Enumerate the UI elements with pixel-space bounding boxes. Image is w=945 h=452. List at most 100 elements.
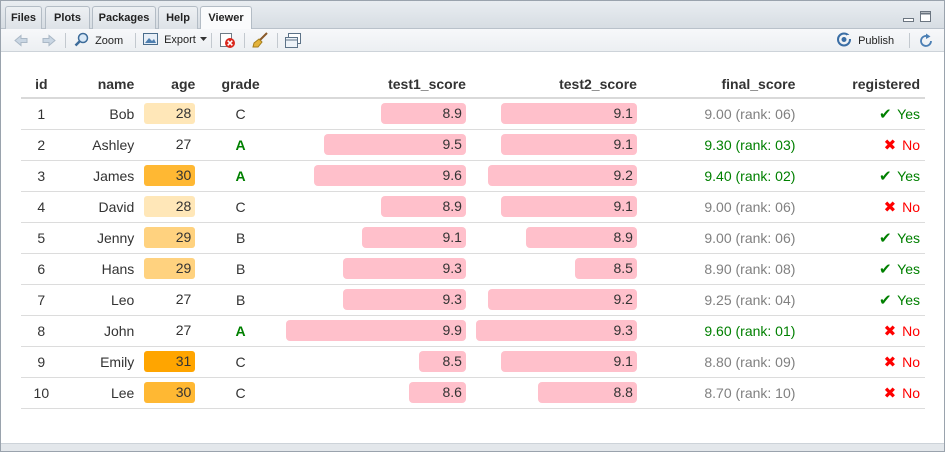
header-grade[interactable]: grade — [200, 70, 281, 99]
header-age[interactable]: age — [139, 70, 201, 99]
cell-age: 30 — [139, 160, 201, 192]
registered-value: No — [902, 198, 920, 215]
back-arrow-icon[interactable] — [13, 33, 29, 50]
cell-registered: ✔ Yes — [800, 284, 925, 316]
age-highlight-box: 29 — [144, 227, 196, 248]
registered-value: Yes — [897, 260, 920, 277]
cell-name: Leo — [61, 284, 140, 316]
header-registered[interactable]: registered — [800, 70, 925, 99]
cell-name: Lee — [61, 377, 140, 409]
registered-value: Yes — [897, 167, 920, 184]
maximize-icon[interactable] — [919, 10, 932, 23]
header-id[interactable]: id — [21, 70, 62, 99]
age-highlight-box: 27 — [144, 134, 196, 155]
cell-test1-score: 8.6 — [280, 377, 471, 409]
broom-icon[interactable] — [252, 31, 270, 48]
cell-name: Jenny — [61, 222, 140, 254]
toolbar-separator — [135, 33, 136, 48]
test2-score-bar: 9.1 — [500, 134, 637, 155]
cell-test2-score: 9.1 — [470, 129, 642, 161]
zoom-button[interactable]: Zoom — [74, 32, 123, 49]
tab-files[interactable]: Files — [5, 6, 42, 29]
cell-final-score: 9.00 (rank: 06) — [641, 222, 801, 254]
table-row: 8 John 27 A 9.9 9.3 9.60 (rank: 01) ✖ No — [21, 315, 925, 347]
pane-tab-bar: Files Plots Packages Help Viewer — [1, 1, 944, 30]
cross-icon: ✖ — [883, 384, 897, 402]
cell-registered: ✔ Yes — [800, 222, 925, 254]
age-highlight-box: 30 — [144, 382, 196, 403]
cell-registered: ✖ No — [800, 315, 925, 347]
tab-packages[interactable]: Packages — [92, 6, 156, 29]
cell-test1-score: 9.1 — [280, 222, 471, 254]
table-row: 3 James 30 A 9.6 9.2 9.40 (rank: 02) ✔ Yes — [21, 160, 925, 192]
registered-value: Yes — [897, 229, 920, 246]
age-highlight-box: 28 — [144, 196, 196, 217]
cell-test2-score: 9.1 — [470, 98, 642, 130]
publish-label: Publish — [858, 35, 895, 47]
header-test1-score[interactable]: test1_score — [280, 70, 471, 99]
cell-test1-score: 8.9 — [280, 98, 471, 130]
cell-id: 8 — [21, 315, 62, 347]
cell-final-score: 9.00 (rank: 06) — [641, 191, 801, 223]
cell-id: 3 — [21, 160, 62, 192]
forward-arrow-icon[interactable] — [41, 33, 57, 50]
cell-test2-score: 9.1 — [470, 191, 642, 223]
cell-id: 6 — [21, 253, 62, 285]
header-test2-score[interactable]: test2_score — [470, 70, 642, 99]
cell-test2-score: 8.8 — [470, 377, 642, 409]
cell-final-score: 8.80 (rank: 09) — [641, 346, 801, 378]
test2-score-bar: 9.1 — [500, 196, 637, 217]
open-in-new-window-icon[interactable] — [284, 32, 302, 49]
tab-plots[interactable]: Plots — [45, 6, 90, 29]
test2-score-bar: 8.8 — [537, 382, 637, 403]
cell-grade: A — [200, 129, 281, 161]
publish-icon — [837, 32, 852, 47]
export-dropdown[interactable]: Export — [143, 32, 207, 49]
cross-icon: ✖ — [883, 322, 897, 340]
test1-score-bar: 8.9 — [380, 196, 466, 217]
cell-age: 27 — [139, 315, 201, 347]
header-final-score[interactable]: final_score — [641, 70, 801, 99]
cell-id: 10 — [21, 377, 62, 409]
publish-button[interactable]: Publish — [836, 32, 894, 49]
header-row: id name age grade test1_score test2_scor… — [21, 70, 925, 99]
refresh-icon[interactable] — [918, 33, 934, 50]
viewer-toolbar: Zoom Export — [1, 29, 944, 52]
cell-final-score: 9.60 (rank: 01) — [641, 315, 801, 347]
test2-score-bar: 9.3 — [475, 320, 637, 341]
toolbar-separator — [909, 33, 910, 48]
cell-final-score: 9.00 (rank: 06) — [641, 98, 801, 130]
toolbar-separator — [244, 33, 245, 48]
test1-score-bar: 9.3 — [342, 258, 466, 279]
test1-score-bar: 9.3 — [342, 289, 466, 310]
remove-viewer-item-icon[interactable] — [219, 32, 237, 49]
cell-test1-score: 9.5 — [280, 129, 471, 161]
toolbar-separator — [277, 33, 278, 48]
cell-test2-score: 8.9 — [470, 222, 642, 254]
header-name[interactable]: name — [61, 70, 140, 99]
age-highlight-box: 30 — [144, 165, 196, 186]
test1-score-bar: 8.5 — [418, 351, 466, 372]
cell-grade: A — [200, 315, 281, 347]
export-image-icon — [143, 33, 158, 45]
table-row: 10 Lee 30 C 8.6 8.8 8.70 (rank: 10) ✖ No — [21, 377, 925, 409]
cell-age: 27 — [139, 284, 201, 316]
tab-help[interactable]: Help — [158, 6, 198, 29]
tab-viewer[interactable]: Viewer — [200, 6, 252, 30]
cell-name: Hans — [61, 253, 140, 285]
cell-registered: ✖ No — [800, 377, 925, 409]
table-row: 5 Jenny 29 B 9.1 8.9 9.00 (rank: 06) ✔ Yes — [21, 222, 925, 254]
window-controls — [902, 10, 934, 24]
minimize-icon[interactable] — [902, 10, 915, 23]
cell-test1-score: 8.9 — [280, 191, 471, 223]
toolbar-separator — [211, 33, 212, 48]
cell-final-score: 9.40 (rank: 02) — [641, 160, 801, 192]
age-highlight-box: 29 — [144, 258, 196, 279]
test1-score-bar: 9.1 — [361, 227, 466, 248]
cell-test2-score: 9.1 — [470, 346, 642, 378]
test1-score-bar: 9.6 — [313, 165, 466, 186]
cell-age: 28 — [139, 191, 201, 223]
registered-value: No — [902, 322, 920, 339]
cell-age: 28 — [139, 98, 201, 130]
